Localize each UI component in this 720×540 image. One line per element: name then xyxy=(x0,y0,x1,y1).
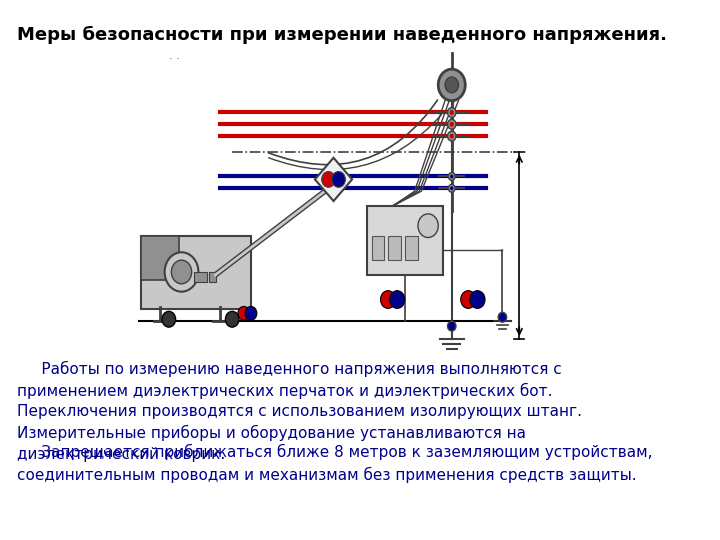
Circle shape xyxy=(450,110,454,115)
Circle shape xyxy=(322,172,336,187)
Circle shape xyxy=(498,312,507,322)
Circle shape xyxy=(238,306,250,320)
Text: . .: . . xyxy=(169,51,179,62)
Circle shape xyxy=(445,77,459,93)
Text: Работы по измерению наведенного напряжения выполняются с
применением диэлектриче: Работы по измерению наведенного напряжен… xyxy=(17,361,582,462)
Bar xyxy=(367,206,444,275)
Circle shape xyxy=(380,291,396,308)
Circle shape xyxy=(470,291,485,308)
Circle shape xyxy=(450,133,454,139)
Bar xyxy=(194,272,207,282)
Circle shape xyxy=(450,186,454,190)
Bar xyxy=(141,235,179,280)
Circle shape xyxy=(448,119,456,129)
Circle shape xyxy=(450,122,454,127)
Circle shape xyxy=(461,291,476,308)
Bar xyxy=(405,235,418,260)
Circle shape xyxy=(449,172,455,180)
Circle shape xyxy=(162,312,176,327)
Circle shape xyxy=(448,321,456,331)
Circle shape xyxy=(448,107,456,117)
Text: Запрещается приближаться ближе 8 метров к заземляющим устройствам,
соединительны: Запрещается приближаться ближе 8 метров … xyxy=(17,444,652,483)
Circle shape xyxy=(332,172,346,187)
Bar xyxy=(372,235,384,260)
Circle shape xyxy=(165,252,199,292)
Circle shape xyxy=(450,174,454,178)
Text: Меры безопасности при измерении наведенного напряжения.: Меры безопасности при измерении наведенн… xyxy=(17,26,667,44)
Circle shape xyxy=(438,69,465,100)
Bar xyxy=(388,235,401,260)
Circle shape xyxy=(448,131,456,141)
Circle shape xyxy=(418,214,438,238)
Bar xyxy=(210,272,216,282)
Circle shape xyxy=(245,306,257,320)
Polygon shape xyxy=(315,158,352,201)
Circle shape xyxy=(225,312,239,327)
Circle shape xyxy=(171,260,192,284)
Bar xyxy=(141,235,251,309)
Circle shape xyxy=(449,184,455,192)
Circle shape xyxy=(390,291,405,308)
